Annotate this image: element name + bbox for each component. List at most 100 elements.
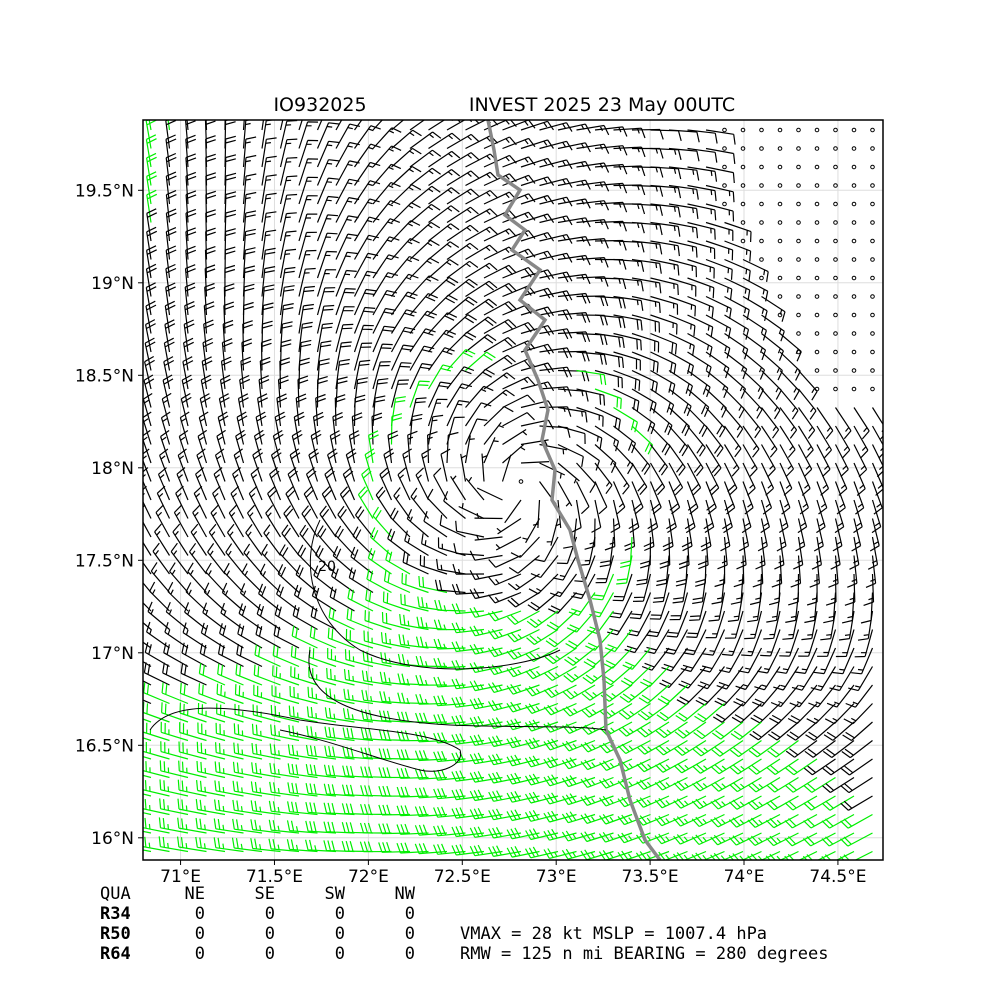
- y-tick-label: 17°N: [91, 644, 134, 664]
- wind-barb: [742, 462, 756, 496]
- wind-barb: [204, 246, 216, 279]
- wind-barb: [742, 314, 767, 341]
- wind-barb: [686, 462, 702, 496]
- wind-barb: [261, 137, 277, 168]
- wind-barb: [451, 714, 485, 727]
- wind-barb: [379, 691, 411, 705]
- wind-barb: [594, 351, 624, 368]
- wind-barb: [232, 818, 263, 834]
- wind-barb: [287, 744, 318, 760]
- wind-barb: [687, 407, 708, 437]
- wind-barb: [427, 364, 454, 390]
- wind-barb: [242, 191, 257, 223]
- wind-barb: [650, 166, 682, 180]
- wind-barb: [305, 801, 337, 816]
- wind-barb: [446, 331, 477, 353]
- wind-barb: [711, 573, 726, 605]
- wind-barb: [520, 194, 555, 205]
- wind-barb: [747, 776, 781, 793]
- wind-barb: [165, 190, 177, 223]
- wind-barb: [290, 645, 318, 668]
- wind-barb: [761, 407, 780, 439]
- wind-barb: [460, 453, 467, 482]
- wind-barb: [446, 431, 459, 464]
- plot-frame: [142, 119, 884, 861]
- wind-barb: [617, 850, 651, 860]
- wind-barb: [443, 491, 466, 519]
- wind-barb: [223, 562, 244, 593]
- x-tick-label: 72°E: [348, 867, 389, 887]
- calm-marker: [870, 331, 875, 336]
- wind-barb: [451, 603, 485, 615]
- wind-barb: [427, 398, 448, 427]
- wind-barb: [397, 673, 429, 686]
- wind-barb: [691, 850, 725, 860]
- wind-barb: [149, 581, 170, 612]
- wind-barb: [506, 827, 540, 840]
- wind-barb: [546, 518, 559, 546]
- wind-barb: [575, 481, 590, 515]
- wind-barb: [705, 610, 726, 639]
- wind-barb: [804, 592, 818, 624]
- wind-barb: [594, 314, 626, 329]
- wind-barb: [687, 184, 717, 202]
- wind-barb: [160, 741, 189, 760]
- wind-barb: [418, 575, 448, 594]
- wind-barb: [298, 139, 319, 168]
- wind-barb: [616, 555, 633, 585]
- wind-barb: [650, 295, 679, 315]
- wind-barb: [253, 684, 281, 705]
- wind-barb: [378, 729, 411, 742]
- wind-barb: [276, 393, 288, 427]
- wind-barb: [729, 758, 762, 775]
- wind-barb: [697, 666, 725, 690]
- wind-barb: [361, 689, 392, 705]
- wind-barb: [178, 741, 207, 760]
- wind-barb: [316, 120, 323, 131]
- wind-barb: [458, 503, 485, 520]
- wind-barb: [342, 765, 374, 779]
- wind-barb: [835, 629, 855, 658]
- wind-barb: [242, 228, 256, 260]
- wind-barb: [143, 621, 152, 630]
- wind-barb: [305, 820, 337, 834]
- wind-barb: [840, 776, 873, 794]
- wind-barb: [817, 629, 837, 657]
- wind-barb: [636, 555, 652, 586]
- wind-barb: [436, 558, 466, 575]
- wind-barb: [840, 795, 873, 811]
- wind-barb: [687, 221, 716, 240]
- wind-barb: [335, 358, 350, 390]
- wind-barb: [673, 850, 707, 860]
- wind-barb: [766, 592, 781, 623]
- wind-barb: [372, 506, 392, 538]
- wind-barb: [325, 687, 355, 705]
- wind-barb: [167, 120, 171, 131]
- wind-barb: [840, 758, 873, 776]
- wind-barb: [592, 573, 615, 601]
- calm-marker: [722, 146, 727, 151]
- wind-barb: [779, 481, 791, 515]
- wind-barb: [159, 448, 171, 482]
- wind-barb: [760, 444, 776, 477]
- wind-barb: [316, 340, 332, 371]
- wind-barb: [465, 298, 498, 316]
- wind-barb: [255, 411, 267, 445]
- wind-barb: [487, 664, 522, 676]
- wind-barb: [215, 722, 244, 742]
- wind-barb: [446, 206, 479, 224]
- wind-barb: [367, 548, 392, 575]
- wind-barb: [599, 536, 615, 568]
- wind-barb: [167, 581, 189, 612]
- wind-barb: [748, 758, 781, 775]
- wind-barb: [234, 684, 263, 705]
- wind-barb: [220, 356, 232, 390]
- wind-barb: [354, 180, 381, 205]
- wind-barb: [672, 573, 689, 604]
- wind-barb: [687, 258, 715, 279]
- wind-barb: [668, 184, 699, 200]
- wind-barb: [692, 776, 725, 792]
- table-cell: 0: [265, 944, 275, 964]
- calm-marker: [851, 275, 857, 281]
- wind-barb: [428, 259, 459, 279]
